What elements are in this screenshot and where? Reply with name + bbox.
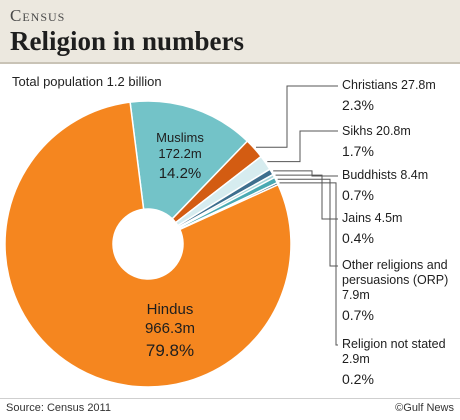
legend-percent: 0.4% [342,230,374,246]
credit-note: ©Gulf News [395,402,454,414]
page-title: Religion in numbers [10,26,245,56]
slice-label-muslims: Muslims 172.2m 14.2% [140,130,220,184]
legend-name: Christians 27.8m [342,78,436,92]
slice-percent-muslims: 14.2% [158,165,202,182]
leader-lines [255,85,338,346]
legend-item-not-stated: Religion not stated 2.9m 0.2% [342,337,454,388]
header-band [0,0,460,62]
slice-hindus [4,101,292,388]
slice-value-muslims: 172.2m [158,146,202,161]
leader-line-christians [255,85,338,148]
legend-item-sikhs: Sikhs 20.8m 1.7% [342,124,457,160]
slice-name-hindus: Hindus [146,301,194,318]
chart-subtitle: Total population 1.2 billion [12,74,162,89]
header-kicker: Census [10,6,66,25]
legend-percent: 1.7% [342,143,374,159]
legend-item-orp: Other religions and persuasions (ORP) 7.… [342,258,454,324]
slice-muslims [129,100,249,220]
legend-percent: 0.7% [342,307,374,323]
legend-name: Sikhs 20.8m [342,124,411,138]
legend-item-jains: Jains 4.5m 0.4% [342,211,457,247]
legend-percent: 2.3% [342,97,374,113]
legend-item-buddhists: Buddhists 8.4m 0.7% [342,168,457,204]
header-divider [0,62,460,64]
donut-slices [4,100,292,388]
legend-name: Buddhists 8.4m [342,168,429,182]
source-note: Source: Census 2011 [6,402,111,414]
leader-line-other [277,178,338,267]
legend-name: Jains 4.5m [342,211,403,225]
slice-percent-hindus: 79.8% [145,341,195,360]
legend-name: Religion not stated 2.9m [342,337,446,366]
slice-value-hindus: 966.3m [144,320,196,337]
slice-name-muslims: Muslims [156,130,204,145]
leader-line-sikhs [267,130,338,163]
slice-label-hindus: Hindus 966.3m 79.8% [120,300,220,362]
legend-percent: 0.7% [342,187,374,203]
footer-divider [0,398,460,399]
legend-percent: 0.2% [342,371,374,387]
leader-line-religion [279,182,338,346]
leader-line-buddhists [273,170,338,177]
legend-item-christians: Christians 27.8m 2.3% [342,78,457,114]
legend-name: Other religions and persuasions (ORP) 7.… [342,258,449,302]
